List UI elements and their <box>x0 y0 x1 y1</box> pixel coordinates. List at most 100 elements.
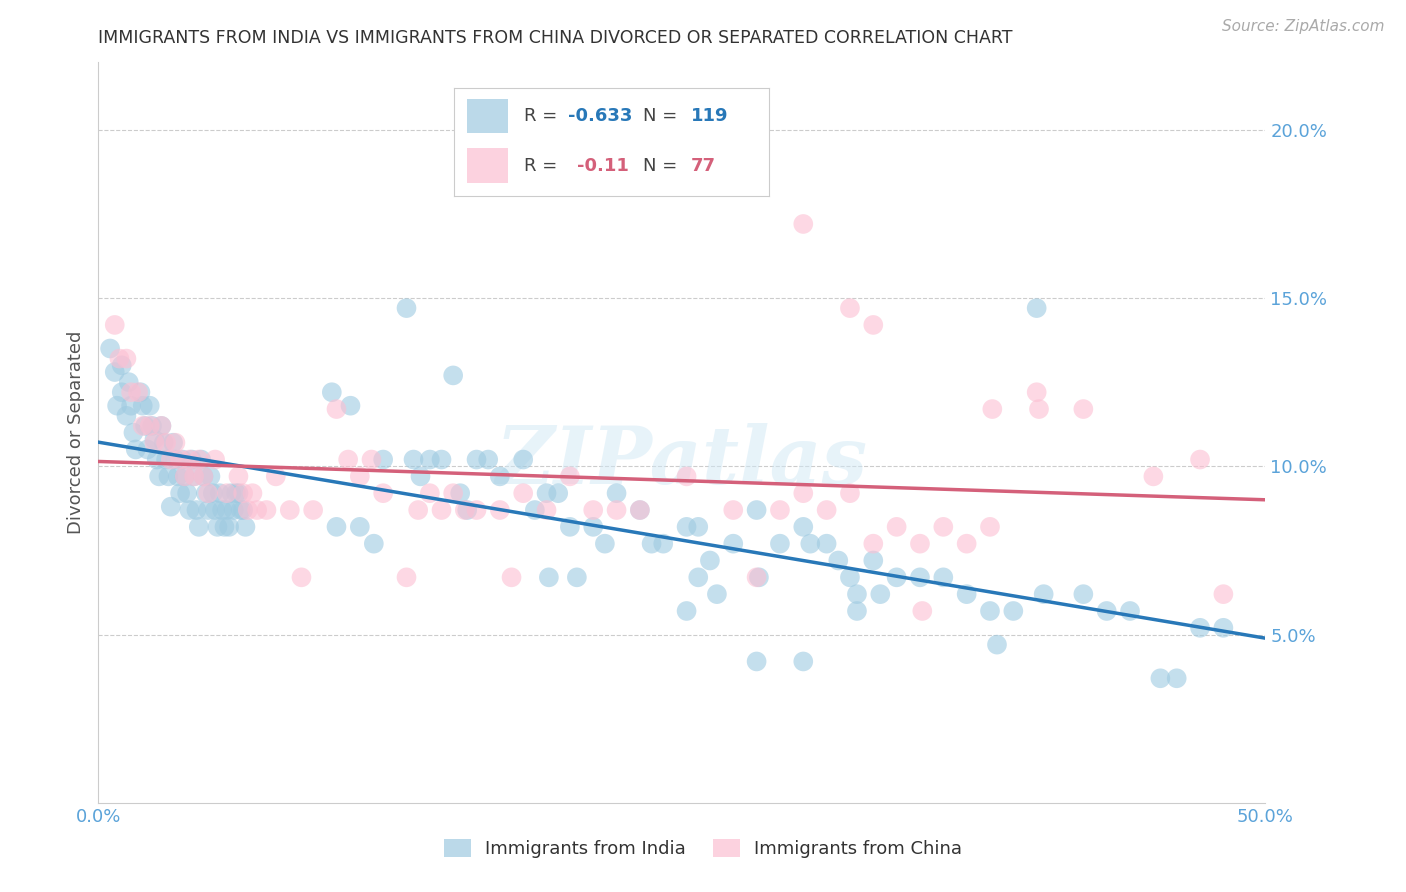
Point <box>956 587 979 601</box>
Point <box>143 435 166 450</box>
Point <box>146 452 169 467</box>
Point <box>723 503 745 517</box>
Point <box>159 500 181 514</box>
Point <box>886 520 908 534</box>
Point <box>501 570 523 584</box>
Point <box>706 587 728 601</box>
Point <box>256 503 278 517</box>
Point <box>799 536 821 550</box>
Point <box>547 486 569 500</box>
Point <box>1025 301 1047 315</box>
Point <box>1142 469 1164 483</box>
Point <box>640 536 662 550</box>
Point <box>139 399 162 413</box>
Point <box>183 469 205 483</box>
Point <box>187 452 209 467</box>
Point <box>173 469 195 483</box>
Point <box>200 469 222 483</box>
Point <box>523 503 546 517</box>
Point <box>652 536 675 550</box>
Point <box>512 452 534 467</box>
Point <box>465 452 488 467</box>
Point <box>1073 587 1095 601</box>
Point <box>235 520 257 534</box>
Point <box>846 587 869 601</box>
Point <box>302 503 325 517</box>
Point <box>180 452 202 467</box>
Point <box>242 486 264 500</box>
Point <box>409 469 432 483</box>
Point <box>228 469 250 483</box>
Point <box>183 469 205 483</box>
Point <box>675 604 697 618</box>
Point <box>565 570 588 584</box>
Point <box>211 503 233 517</box>
Point <box>159 452 181 467</box>
Point <box>197 503 219 517</box>
Point <box>232 486 254 500</box>
Point <box>136 442 159 457</box>
Point <box>360 452 382 467</box>
Point <box>827 553 849 567</box>
Point <box>1095 604 1118 618</box>
Point <box>723 536 745 550</box>
Point <box>1189 621 1212 635</box>
Text: ZIPatlas: ZIPatlas <box>496 424 868 501</box>
Point <box>558 520 581 534</box>
Point <box>419 486 441 500</box>
Point <box>264 469 287 483</box>
Point <box>675 520 697 534</box>
Point <box>321 385 343 400</box>
Point <box>1002 604 1025 618</box>
Point <box>166 469 188 483</box>
Point <box>606 503 628 517</box>
Point <box>152 435 174 450</box>
Point <box>558 469 581 483</box>
Point <box>204 503 226 517</box>
Point <box>115 409 138 423</box>
Point <box>349 520 371 534</box>
Point <box>815 503 838 517</box>
Point <box>173 469 195 483</box>
Point <box>129 385 152 400</box>
Point <box>236 503 259 517</box>
Point <box>745 503 768 517</box>
Point <box>165 435 187 450</box>
Point <box>165 452 187 467</box>
Point <box>194 486 217 500</box>
Point <box>104 318 127 332</box>
Point <box>278 503 301 517</box>
Point <box>792 520 814 534</box>
Point <box>169 452 191 467</box>
Point <box>1212 587 1234 601</box>
Point <box>465 503 488 517</box>
Point <box>536 486 558 500</box>
Point <box>127 385 149 400</box>
Point <box>862 536 884 550</box>
Point <box>675 469 697 483</box>
Point <box>349 469 371 483</box>
Point <box>932 570 955 584</box>
Point <box>172 452 194 467</box>
Point <box>512 486 534 500</box>
Point <box>197 486 219 500</box>
Point <box>537 570 560 584</box>
Point <box>232 503 254 517</box>
Point <box>862 553 884 567</box>
Point <box>1166 671 1188 685</box>
Point <box>477 452 499 467</box>
Point <box>582 503 605 517</box>
Point <box>932 520 955 534</box>
Point <box>115 351 138 366</box>
Point <box>111 359 134 373</box>
Point <box>120 399 142 413</box>
Point <box>222 503 245 517</box>
Point <box>179 452 201 467</box>
Point <box>536 503 558 517</box>
Point <box>593 536 616 550</box>
Point <box>143 433 166 447</box>
Point <box>745 655 768 669</box>
Point <box>839 570 862 584</box>
Point <box>325 520 347 534</box>
Point <box>150 418 173 433</box>
